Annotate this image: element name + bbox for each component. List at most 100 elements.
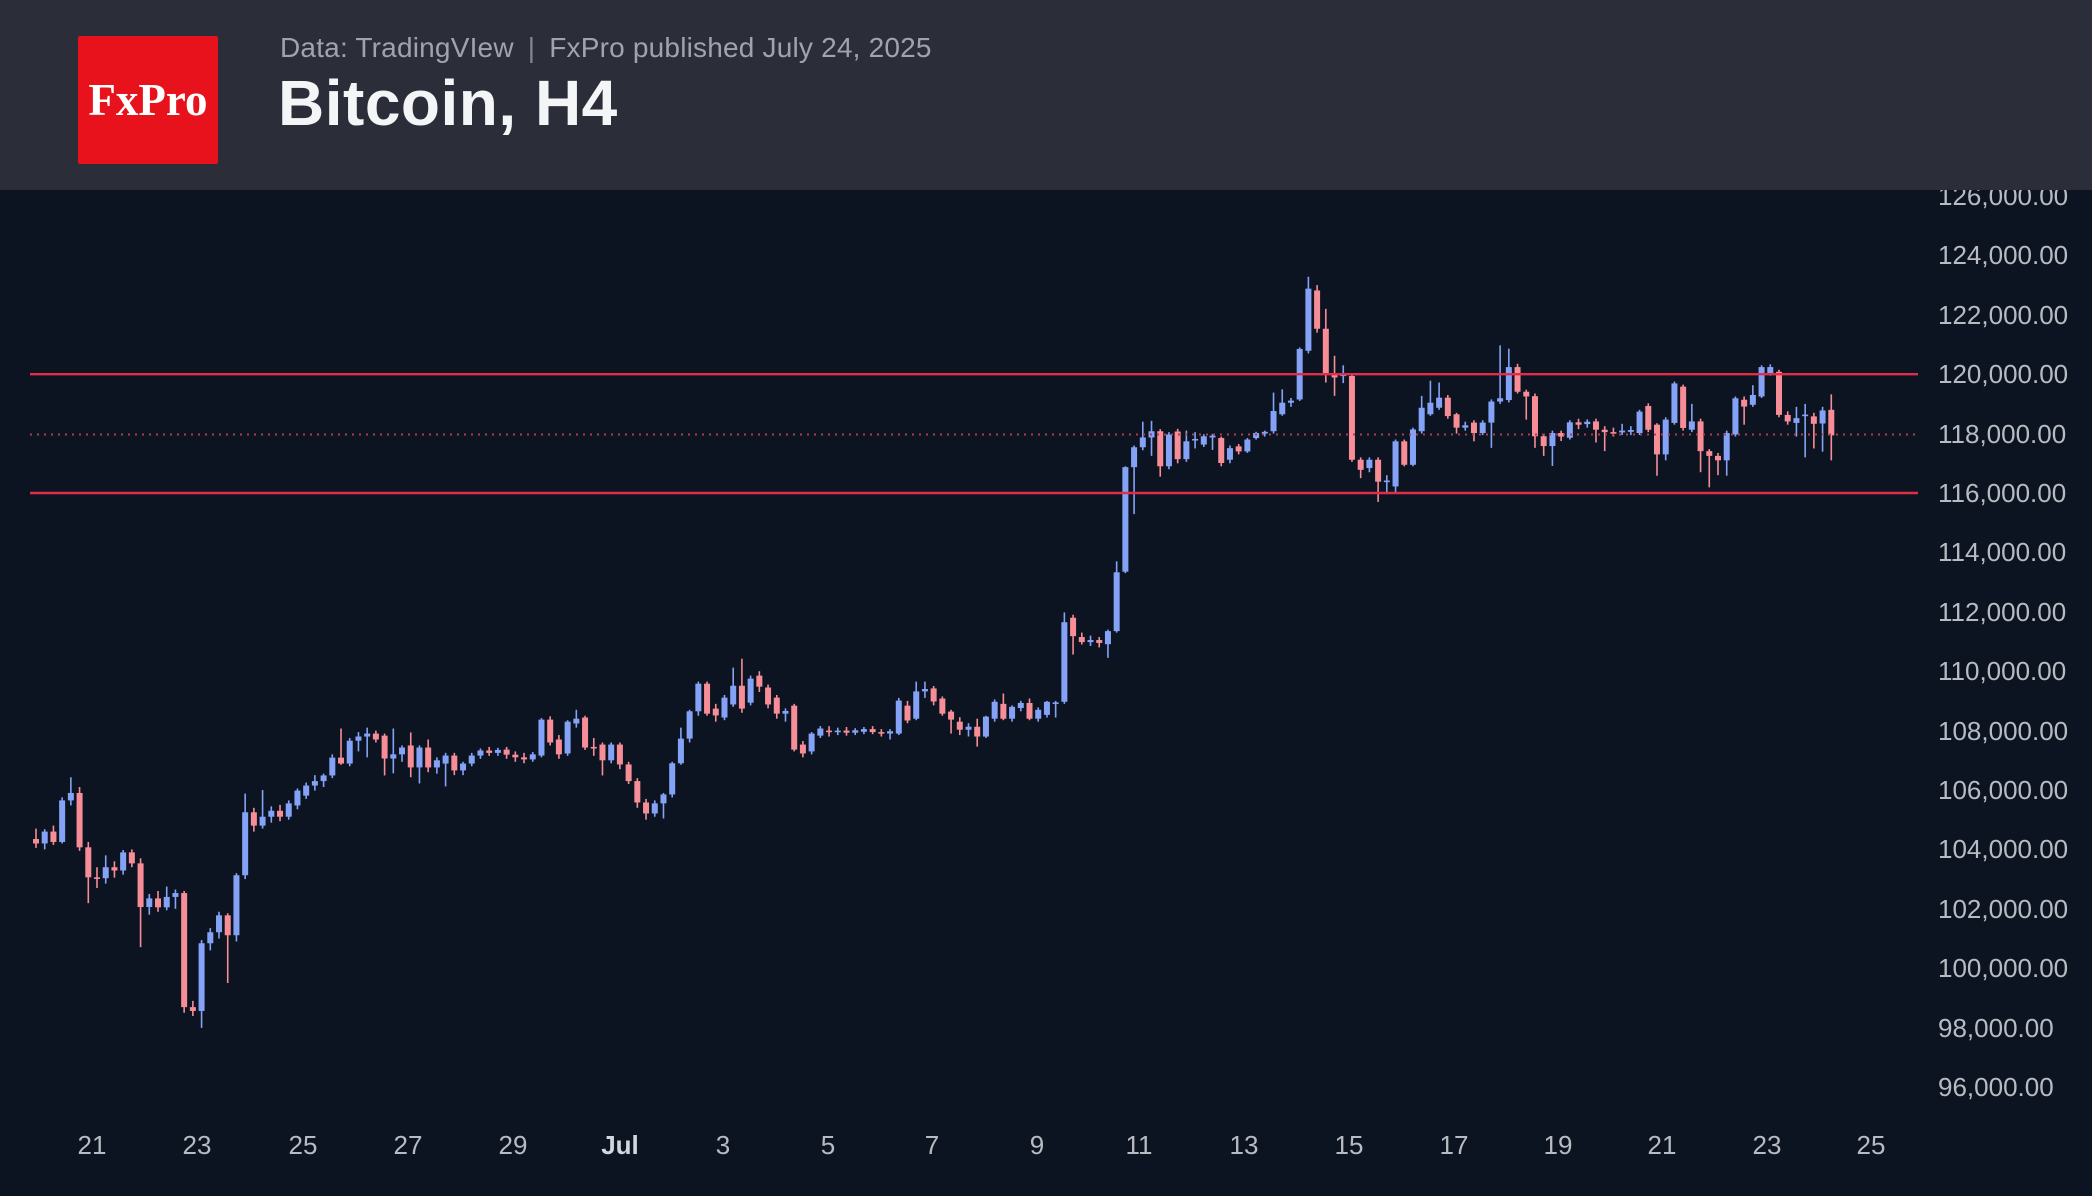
candle-up [695, 683, 702, 712]
time-axis-label: 27 [393, 1130, 423, 1160]
price-axis-label: 100,000.00 [1938, 953, 2069, 984]
candle-down [381, 735, 388, 759]
candle-up [1749, 394, 1756, 405]
candle-down [94, 877, 101, 879]
candle-down [974, 726, 981, 737]
time-axis-label: 23 [182, 1130, 212, 1160]
time-axis-label: 11 [1125, 1130, 1153, 1160]
time-axis-label: 17 [1439, 1130, 1469, 1160]
candle-up [1253, 433, 1260, 439]
candle-down [625, 764, 632, 782]
candle-down [712, 708, 719, 716]
candle-down [425, 747, 432, 768]
candle-up [564, 721, 571, 754]
time-axis-label: 19 [1543, 1130, 1573, 1160]
candle-up [529, 754, 536, 760]
candle-down [503, 749, 510, 755]
header-bar: FxPro Data: TradingVIew | FxPro published … [0, 0, 2092, 190]
candle-down [704, 683, 711, 714]
candle-up [1488, 401, 1495, 423]
candlestick-chart[interactable]: 126,000.00 124,000.00 122,000.00 120,000.00… [0, 190, 2092, 1196]
candle-down [1444, 397, 1451, 417]
candle-down [1348, 375, 1355, 460]
time-axis-label: 7 [924, 1130, 940, 1160]
candle-up [303, 785, 310, 796]
candle-up [852, 730, 859, 733]
price-axis-label: 108,000.00 [1938, 715, 2069, 746]
candle-up [921, 689, 928, 692]
candle-up [399, 747, 406, 755]
candle-up [163, 896, 170, 908]
candle-down [1357, 459, 1364, 470]
price-axis-label: 116,000.00 [1938, 478, 2067, 508]
candle-down [1592, 421, 1599, 430]
candle-up [390, 754, 397, 759]
page-title: Bitcoin, H4 [278, 67, 618, 139]
candle-down [1558, 433, 1565, 437]
candle-down [1174, 431, 1181, 460]
candle-up [1052, 702, 1059, 704]
candle-up [1671, 383, 1678, 423]
candle-up [1819, 410, 1826, 424]
candle-up [1131, 447, 1138, 468]
candle-up [1192, 438, 1199, 441]
candle-down [407, 745, 414, 768]
candle-up [1183, 441, 1190, 460]
candle-up [1165, 434, 1172, 467]
price-axis-label: 102,000.00 [1938, 893, 2069, 924]
price-axis-label: 112,000.00 [1938, 596, 2067, 627]
candle-down [1610, 432, 1617, 434]
candle-down [137, 863, 144, 908]
candle-up [259, 816, 266, 826]
candle-up [294, 790, 301, 806]
time-axis-label: 29 [498, 1130, 528, 1160]
candle-up [1427, 402, 1434, 415]
candles-plot [30, 276, 1918, 1028]
price-axis-label: 106,000.00 [1938, 775, 2069, 805]
candle-down [1828, 409, 1835, 436]
candle-up [364, 733, 371, 737]
candle-down [189, 1007, 196, 1011]
candle-up [895, 700, 902, 734]
candle-down [1157, 431, 1164, 467]
candle-up [494, 749, 501, 753]
candle-down [634, 781, 641, 803]
candle-up [808, 733, 815, 752]
candle-up [1479, 422, 1486, 434]
candle-down [1810, 416, 1817, 424]
candle-up [198, 943, 205, 1011]
candle-up [1619, 430, 1626, 433]
candle-down [128, 852, 135, 864]
candle-down [948, 711, 955, 720]
candle-up [1305, 288, 1312, 351]
candle-down [956, 721, 963, 730]
candle-up [1139, 437, 1146, 448]
candle-up [1505, 367, 1512, 401]
candle-up [817, 728, 824, 736]
candle-up [1462, 425, 1469, 428]
price-axis-label: 96,000.00 [1938, 1072, 2054, 1102]
candle-up [416, 747, 423, 768]
candle-down [521, 757, 528, 760]
candle-up [782, 710, 789, 714]
candle-down [555, 739, 562, 755]
candle-up [1688, 421, 1695, 430]
candle-up [721, 697, 728, 718]
time-axis-label: 15 [1334, 1130, 1364, 1160]
candle-up [1104, 631, 1111, 645]
candle-down [1601, 429, 1608, 433]
candle-up [982, 716, 989, 737]
candle-up [1566, 422, 1573, 438]
candle-down [1331, 374, 1338, 378]
time-axis-label: 9 [1029, 1130, 1045, 1160]
candle-down [1218, 438, 1225, 464]
candle-down [1680, 386, 1687, 428]
candle-up [1209, 435, 1216, 438]
candle-down [1514, 367, 1521, 392]
candle-up [285, 803, 292, 817]
candle-down [869, 729, 876, 733]
candle-up [1732, 398, 1739, 435]
time-axis-label: 21 [1647, 1130, 1677, 1160]
candle-down [1314, 290, 1321, 329]
candle-up [660, 794, 667, 804]
